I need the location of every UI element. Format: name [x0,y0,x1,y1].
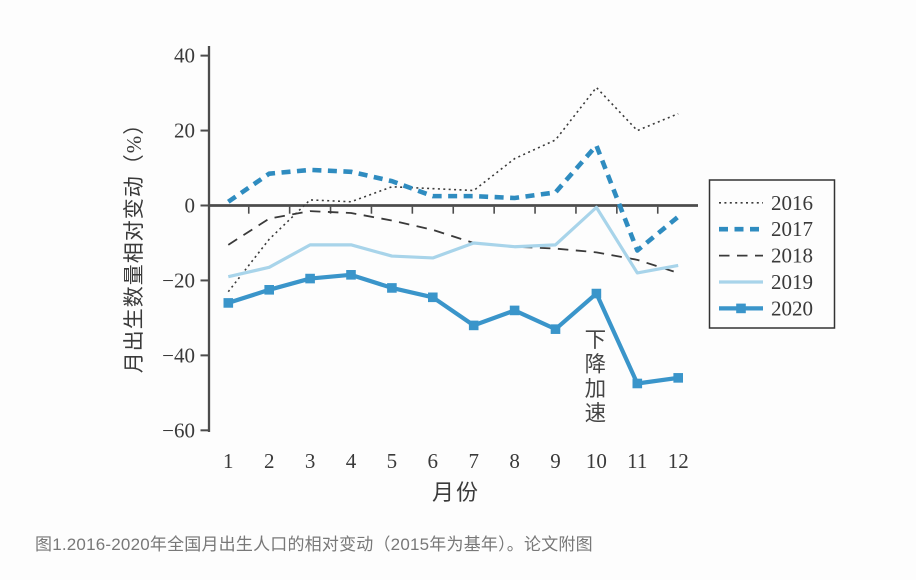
series-line-2019 [227,205,679,279]
x-tick-label: 2 [264,449,275,473]
series-2018 [227,210,679,274]
data-point-marker [468,320,479,331]
legend-label-2017: 2017 [771,217,813,241]
legend-row-2019: 2019 [719,270,813,294]
series-2017 [226,143,680,253]
series-line-2016 [227,86,679,293]
legend-label-2018: 2018 [771,244,813,268]
x-tick-label: 12 [668,449,689,473]
x-tick-label: 11 [627,449,647,473]
series-line-2020 [227,272,679,386]
annotation-char: 降 [585,352,607,376]
y-tick-label: 40 [174,44,195,68]
series-line-2018 [227,210,679,274]
y-axis-title: 月出生数量相对变动（%） [122,113,146,374]
legend-label-2020: 2020 [771,296,813,320]
data-point-marker [591,288,602,299]
annotation-char: 加 [585,377,607,401]
legend-row-2017: 2017 [719,217,813,241]
x-tick-label: 5 [387,449,398,473]
y-tick-label: 20 [174,119,195,143]
legend-marker-2020 [736,303,746,314]
legend-box [708,179,836,329]
legend-row-2020: 2020 [719,296,813,320]
series-2019 [227,205,679,279]
y-axis: 40 20 0 −20 −40 −60 月出生数量相对变动（%） [122,44,211,442]
data-point-marker [387,283,397,293]
series-line-2017 [226,143,680,253]
x-tick-label: 8 [509,449,520,473]
legend-label-2016: 2016 [771,191,813,215]
x-tick-label: 1 [223,449,234,473]
data-point-marker [550,324,561,334]
data-point-marker [509,305,520,316]
data-point-marker [428,292,438,303]
legend-label-2019: 2019 [771,270,813,294]
annotation-char: 速 [585,401,607,425]
x-tick-label: 3 [305,449,316,473]
series-2020 [223,270,683,389]
series-2016 [227,86,679,293]
legend-row-2018: 2018 [719,244,813,268]
data-point-marker [264,285,274,295]
figure-caption: 图1.2016-2020年全国月出生人口的相对变动（2015年为基年）。论文附图 [35,535,593,554]
x-tick-label: 4 [346,449,357,473]
data-point-marker [305,273,315,284]
x-tick-label: 7 [468,449,479,473]
x-tick-label: 6 [428,449,439,473]
x-tick-label: 9 [550,449,561,473]
y-tick-label: −20 [162,268,195,292]
data-point-marker [346,270,356,280]
legend-row-2016: 2016 [719,191,813,215]
data-point-marker [632,378,643,389]
y-tick-label: −60 [162,418,195,442]
y-tick-label: 0 [185,194,196,218]
data-point-marker [673,373,683,383]
y-tick-label: −40 [162,343,195,367]
x-tick-label: 10 [586,449,607,473]
x-axis-title: 月份 [432,480,480,505]
annotation-char: 下 [585,328,607,352]
data-point-marker [223,298,234,308]
